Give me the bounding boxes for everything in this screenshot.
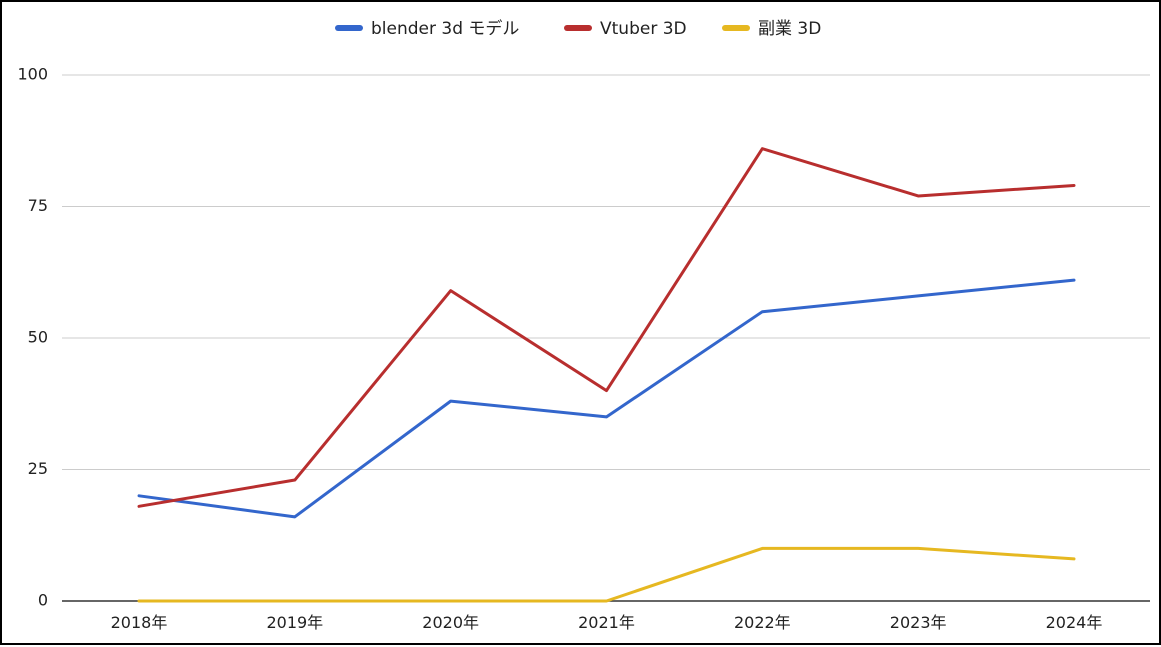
gridlines	[62, 74, 1150, 602]
y-tick-label: 25	[28, 459, 48, 478]
series-line-0	[137, 278, 1076, 519]
series-lines	[137, 147, 1076, 603]
y-tick-label: 100	[17, 65, 48, 84]
x-axis-ticks: 2018年 2019年 2020年 2021年 2022年 2023年 2024年	[111, 613, 1103, 632]
legend: blender 3d モデル Vtuber 3D 副業 3D	[335, 18, 821, 39]
legend-label: blender 3d モデル	[371, 18, 519, 39]
legend-swatch	[564, 25, 592, 31]
series-line-1	[137, 147, 1076, 508]
x-tick-label: 2019年	[266, 613, 323, 632]
x-tick-label: 2020年	[422, 613, 479, 632]
series-line-2	[137, 546, 1076, 603]
y-tick-label: 75	[28, 196, 48, 215]
legend-label: Vtuber 3D	[600, 19, 687, 39]
x-tick-label: 2024年	[1046, 613, 1103, 632]
x-tick-label: 2022年	[734, 613, 791, 632]
x-tick-label: 2018年	[111, 613, 168, 632]
y-tick-label: 50	[28, 328, 48, 347]
x-tick-label: 2021年	[578, 613, 635, 632]
legend-swatch	[335, 25, 363, 31]
x-tick-label: 2023年	[890, 613, 947, 632]
legend-swatch	[722, 25, 750, 31]
legend-item[interactable]: Vtuber 3D	[564, 19, 687, 39]
legend-item[interactable]: 副業 3D	[722, 19, 821, 39]
y-axis-ticks: 0 25 50 75 100	[17, 65, 48, 610]
legend-item[interactable]: blender 3d モデル	[335, 18, 519, 39]
y-tick-label: 0	[38, 591, 48, 610]
legend-label: 副業 3D	[758, 19, 821, 39]
